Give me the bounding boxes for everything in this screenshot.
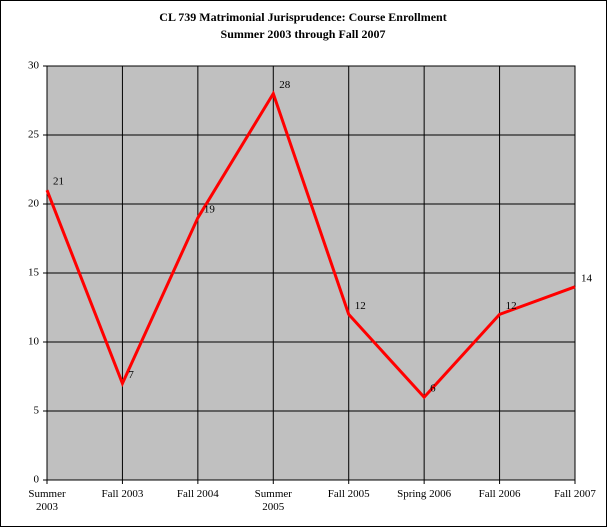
data-label: 28 — [279, 79, 291, 91]
data-label: 12 — [355, 300, 366, 312]
chart-subtitle: Summer 2003 through Fall 2007 — [221, 27, 386, 41]
data-label: 19 — [204, 203, 216, 215]
data-label: 14 — [581, 272, 593, 284]
y-tick-label: 10 — [28, 336, 40, 348]
data-label: 21 — [53, 176, 64, 188]
x-tick-label: Spring 2006 — [397, 488, 452, 500]
x-tick-label: Fall 2005 — [327, 488, 370, 500]
x-tick-label: Fall 2007 — [554, 488, 596, 500]
x-tick-label: Summer 2003 — [28, 488, 66, 513]
x-tick-label: Fall 2003 — [101, 488, 144, 500]
y-tick-label: 30 — [28, 60, 40, 72]
x-tick-label: Summer 2005 — [254, 488, 292, 513]
x-tick-label: Fall 2006 — [478, 488, 521, 500]
data-line — [45, 90, 576, 400]
chart-title: CL 739 Matrimonial Jurisprudence: Course… — [159, 10, 446, 24]
y-tick-label: 15 — [28, 267, 40, 279]
y-tick-label: 25 — [28, 129, 40, 141]
y-tick-label: 0 — [34, 474, 40, 486]
x-tick-label: Fall 2004 — [176, 488, 219, 500]
y-tick-label: 20 — [28, 198, 40, 210]
data-label: 6 — [430, 383, 436, 395]
data-label: 12 — [506, 300, 517, 312]
y-tick-label: 5 — [34, 405, 40, 417]
data-label: 7 — [128, 369, 134, 381]
